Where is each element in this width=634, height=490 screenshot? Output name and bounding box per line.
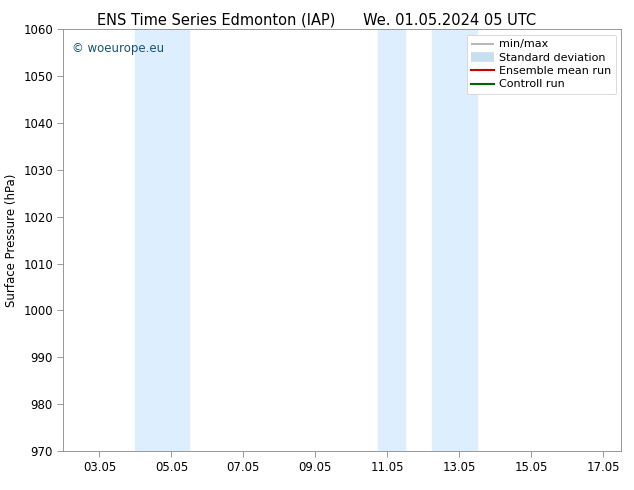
Bar xyxy=(136,29,190,451)
Text: ENS Time Series Edmonton (IAP)      We. 01.05.2024 05 UTC: ENS Time Series Edmonton (IAP) We. 01.05… xyxy=(98,12,536,27)
Y-axis label: Surface Pressure (hPa): Surface Pressure (hPa) xyxy=(4,173,18,307)
Bar xyxy=(378,29,405,451)
Bar xyxy=(432,29,477,451)
Text: © woeurope.eu: © woeurope.eu xyxy=(72,42,164,55)
Legend: min/max, Standard deviation, Ensemble mean run, Controll run: min/max, Standard deviation, Ensemble me… xyxy=(467,35,616,94)
